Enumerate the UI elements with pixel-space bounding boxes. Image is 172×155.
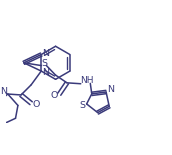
Text: O: O [50,91,58,100]
Text: S: S [42,59,47,68]
Text: S: S [79,101,85,110]
Text: NH: NH [80,76,93,86]
Text: N: N [42,68,49,77]
Text: N: N [42,49,49,58]
Text: N: N [0,87,7,96]
Text: O: O [33,100,40,109]
Text: N: N [107,85,114,94]
